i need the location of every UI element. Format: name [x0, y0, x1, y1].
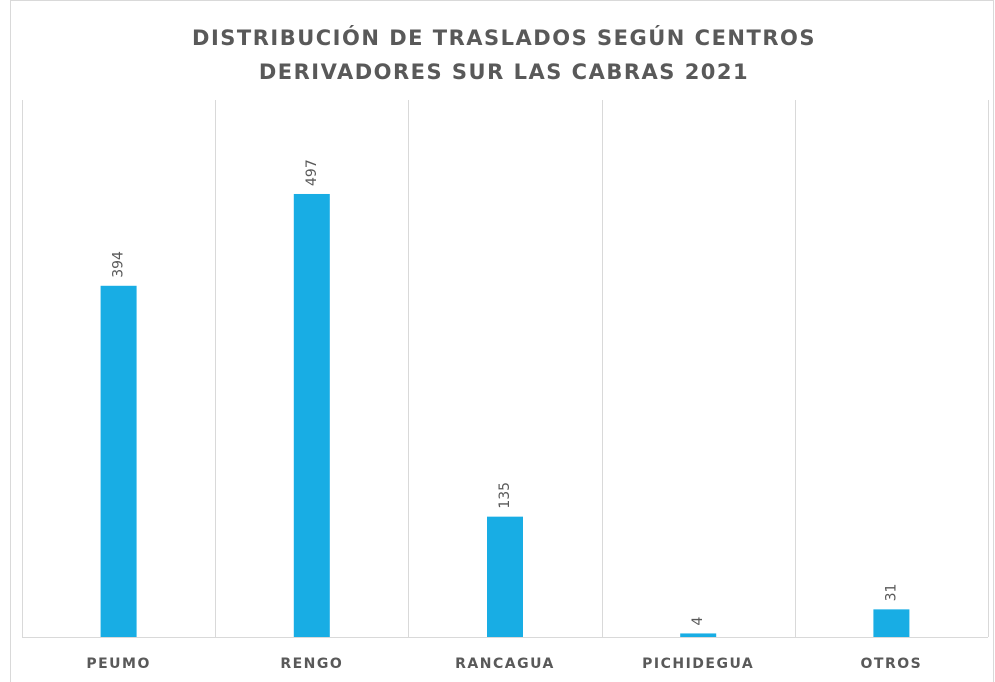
x-tick-label: RENGO: [280, 656, 343, 672]
x-tick-label: PICHIDEGUA: [642, 656, 754, 672]
bar: [873, 609, 910, 637]
bar: [680, 633, 717, 637]
chart-title: DERIVADORES SUR LAS CABRAS 2021: [259, 60, 749, 84]
data-label: 394: [111, 251, 127, 278]
x-tick-label: PEUMO: [86, 656, 151, 672]
bar: [100, 285, 137, 637]
chart-title: DISTRIBUCIÓN DE TRASLADOS SEGÚN CENTROS: [192, 25, 816, 50]
data-label: 135: [497, 482, 513, 509]
data-label: 4: [690, 616, 706, 625]
data-label: 497: [304, 159, 320, 186]
x-tick-label: OTROS: [861, 656, 923, 672]
x-tick-label: RANCAGUA: [455, 656, 555, 672]
bar: [293, 193, 330, 638]
data-label: 31: [883, 584, 899, 602]
bar: [487, 516, 523, 637]
